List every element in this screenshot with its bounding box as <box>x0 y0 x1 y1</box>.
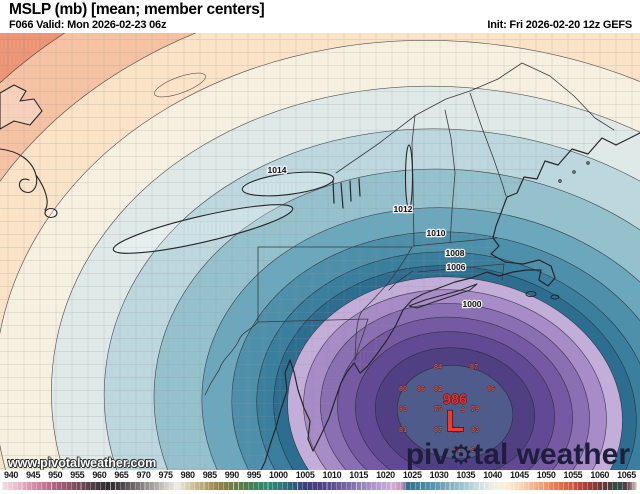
member-center-value: 79 <box>471 404 479 413</box>
geography <box>0 62 640 470</box>
logo-text-right: tal weather <box>473 438 630 471</box>
member-center-value: 81 <box>452 425 460 434</box>
marthas-vineyard <box>525 291 537 297</box>
lake-ontario <box>241 171 335 197</box>
scale-tick: 980 <box>180 470 195 480</box>
scale-tick: 1010 <box>322 470 342 480</box>
scale-tick: 1015 <box>349 470 369 480</box>
member-center-value: 86 <box>487 384 495 393</box>
member-center-value: 86 <box>417 384 425 393</box>
scale-tick: 960 <box>92 470 107 480</box>
isobar-label: 1014 <box>268 165 287 175</box>
isobar-label: 1012 <box>394 204 413 214</box>
isobar-label: 1000 <box>463 299 482 309</box>
scale-tick: 1050 <box>536 470 556 480</box>
scale-tick: 970 <box>136 470 151 480</box>
forecast-valid-label: F066 Valid: Mon 2026-02-23 06z <box>9 19 167 31</box>
lake-huron <box>0 84 43 130</box>
pivotal-weather-logo: piv⚙tal weather <box>405 438 630 471</box>
scale-tick-labels: 940 945 950 955 960 965 970 975 980 985 990 995 1000… <box>0 470 640 481</box>
great-lakes <box>0 84 414 254</box>
gear-icon: ⚙ <box>449 440 474 470</box>
scale-tick: 990 <box>224 470 239 480</box>
scale-tick: 1020 <box>376 470 395 480</box>
isobar-label: 1006 <box>447 262 466 272</box>
maine-island <box>586 161 590 165</box>
member-center-value: 87 <box>434 425 442 434</box>
scale-tick: 975 <box>158 470 173 480</box>
member-center-value: 81 <box>453 445 461 454</box>
colorbar <box>2 482 637 490</box>
atlantic-coastline <box>260 132 640 470</box>
scale-tick: 995 <box>246 470 261 480</box>
islands <box>408 161 590 309</box>
scale-tick: 1005 <box>295 470 315 480</box>
scale-tick: 1065 <box>617 470 636 480</box>
scale-tick: 1045 <box>509 470 529 480</box>
scale-tick: 985 <box>202 470 217 480</box>
nantucket <box>550 294 560 300</box>
isobar-label: 1010 <box>427 228 446 238</box>
maine-island <box>572 170 576 174</box>
isobar-line <box>287 276 623 470</box>
isobar-line <box>396 365 514 459</box>
member-center-value: 84 <box>434 362 443 371</box>
scale-tick: 1030 <box>429 470 449 480</box>
member-center-value: 83 <box>471 425 479 434</box>
isobar-line <box>337 316 573 470</box>
lake-erie <box>112 204 294 254</box>
lake-champlain <box>404 144 414 210</box>
page-title: MSLP (mb) [mean; member centers] <box>9 1 265 18</box>
member-center-value: 87 <box>470 362 478 371</box>
member-center-value: 82 <box>434 384 442 393</box>
pressure-scale: 940 945 950 955 960 965 970 975 980 985 990 995 1000… <box>0 470 640 494</box>
member-center-value: 9 <box>461 405 465 414</box>
isobar-line <box>374 347 536 470</box>
scale-tick: 1040 <box>483 470 503 480</box>
state-borders <box>204 62 615 396</box>
low-pressure-value: 986 <box>443 392 467 408</box>
finger-lakes <box>332 178 361 209</box>
isobar-line <box>355 331 555 470</box>
michigan-thumb-coast <box>0 148 48 211</box>
scale-tick: 965 <box>114 470 129 480</box>
map-area: 1014 1012 1010 1008 1006 1000 84 87 80 86 82 86 80 7… <box>0 33 640 470</box>
scale-tick: 940 <box>4 470 19 480</box>
scale-tick: 1060 <box>590 470 610 480</box>
maine-island <box>558 179 562 183</box>
scale-tick: 1025 <box>402 470 422 480</box>
scale-tick: 945 <box>26 470 41 480</box>
long-island <box>408 283 478 309</box>
scale-tick: 955 <box>70 470 85 480</box>
watermark: www.pivotalweather.com <box>8 456 157 470</box>
member-center-value: 80 <box>399 384 407 393</box>
scale-tick: 1055 <box>563 470 583 480</box>
scale-tick: 1000 <box>268 470 288 480</box>
band-fill-992 <box>397 365 513 459</box>
member-center-value: 75 <box>434 404 442 413</box>
member-center-value: 80 <box>399 404 407 413</box>
logo-text-left: piv <box>405 438 450 471</box>
model-init-label: Init: Fri 2026-02-20 12z GEFS <box>487 19 632 31</box>
map-header: MSLP (mb) [mean; member centers] F066 Va… <box>0 0 640 33</box>
member-center-value: 81 <box>399 425 407 434</box>
lake-st-clair <box>44 207 58 219</box>
scale-tick: 1035 <box>456 470 476 480</box>
isobar-label: 1008 <box>446 248 465 258</box>
member-center-value: 91 <box>471 445 479 454</box>
scale-tick: 950 <box>48 470 63 480</box>
low-pressure-symbol: L <box>446 405 464 438</box>
